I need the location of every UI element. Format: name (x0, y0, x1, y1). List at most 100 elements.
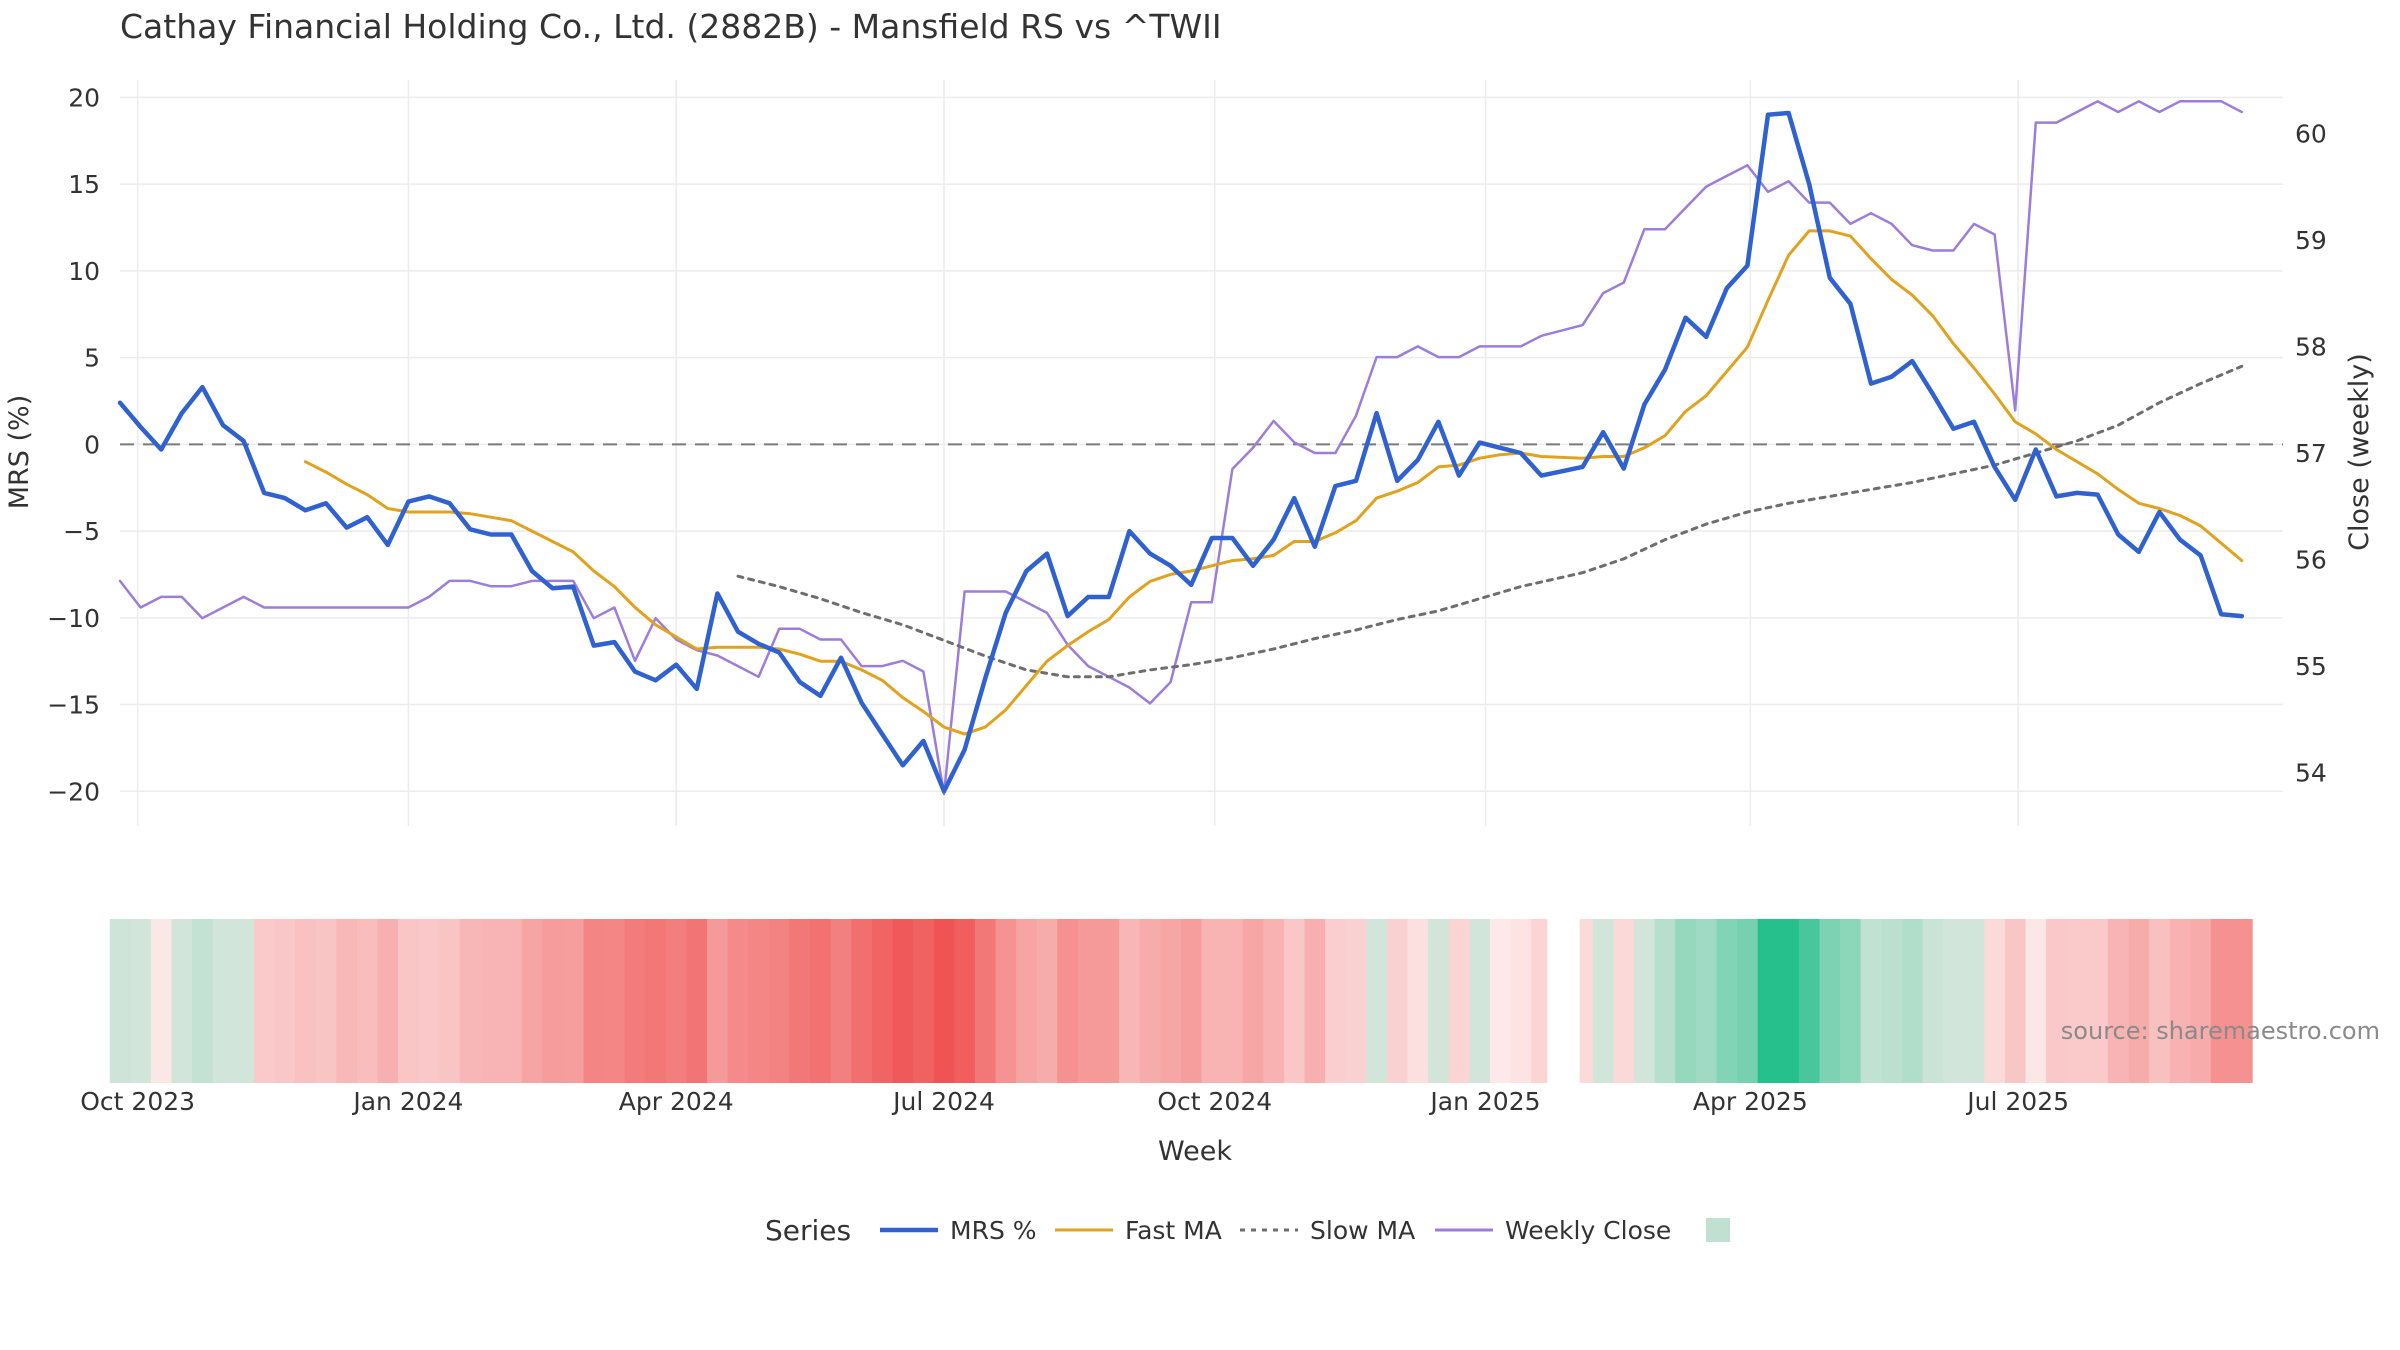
heatmap-cell (1860, 919, 1882, 1083)
heatmap-cell (1757, 919, 1779, 1083)
heatmap-cell (1695, 919, 1718, 1083)
y-tick-label-right: 55 (2295, 652, 2327, 681)
heatmap-cell (1901, 919, 1924, 1083)
heatmap-cell (1304, 919, 1326, 1083)
heatmap-cell (1943, 919, 1965, 1083)
heatmap-cell (645, 919, 667, 1083)
y-tick-label-right: 59 (2295, 226, 2327, 255)
axis-layer: 20 15 10 5 0 −5 −10 −15 −20 60 59 58 57 56 55 54 Oct 202… (47, 83, 2327, 1116)
y-tick-label-left: −5 (63, 517, 100, 546)
heatmap-cell (954, 919, 976, 1083)
chart-title: Cathay Financial Holding Co., Ltd. (2882… (120, 7, 1222, 46)
heatmap-cell (356, 919, 379, 1083)
x-tick-label: Jul 2024 (891, 1087, 995, 1116)
heatmap-cell (871, 919, 894, 1083)
heatmap-cell (913, 919, 935, 1083)
x-tick-label: Apr 2024 (619, 1087, 734, 1116)
heatmap-cell (707, 919, 729, 1083)
heatmap-cell (459, 919, 482, 1083)
heatmap-cell (1366, 919, 1388, 1083)
heatmap-cell (336, 919, 358, 1083)
heatmap-cell (1963, 919, 1985, 1083)
heatmap-cell (974, 919, 997, 1083)
legend-label: MRS % (950, 1216, 1037, 1245)
heatmap-cell (1984, 919, 2006, 1083)
heatmap-cell (583, 919, 605, 1083)
heatmap-cell (1448, 919, 1470, 1083)
heatmap-strip (109, 917, 2253, 1085)
heatmap-cell (604, 919, 626, 1083)
heatmap-cell (1242, 919, 1264, 1083)
y-tick-label-right: 56 (2295, 546, 2327, 575)
heatmap-cell (1531, 919, 1553, 1083)
legend-title: Series (765, 1214, 851, 1247)
legend-label: Fast MA (1125, 1216, 1222, 1245)
series-layer (117, 100, 2245, 796)
series-line-weekly-close (118, 100, 2244, 796)
heatmap-cell (192, 919, 214, 1083)
heatmap-cell (933, 919, 955, 1083)
heatmap-cell (1057, 919, 1079, 1083)
heatmap-cell (2128, 919, 2150, 1083)
legend: Series MRS % Fast MA Slow MA Weekly Close (765, 1214, 1730, 1247)
heatmap-cell (748, 919, 770, 1083)
series-line-fast-ma (303, 229, 2244, 736)
heatmap-cell (1798, 919, 1821, 1083)
heatmap-cell (2087, 919, 2109, 1083)
y-tick-label-left: −20 (47, 777, 100, 806)
heatmap-cell (2066, 919, 2088, 1083)
series-line-slow-ma (736, 364, 2244, 679)
heatmap-cell (665, 919, 688, 1083)
heatmap-cell (624, 919, 646, 1083)
heatmap-cell (1180, 919, 1203, 1083)
heatmap-cell (562, 919, 585, 1083)
heatmap-cell (1222, 919, 1244, 1083)
heatmap-cell (130, 919, 152, 1083)
heatmap-cell (521, 919, 543, 1083)
heatmap-cell (810, 919, 832, 1083)
heatmap-cell (233, 919, 255, 1083)
heatmap-cell (1737, 919, 1759, 1083)
heatmap-cell (1036, 919, 1058, 1083)
heatmap-cell (253, 919, 276, 1083)
x-tick-label: Jan 2025 (1428, 1087, 1540, 1116)
heatmap-cell (1386, 919, 1409, 1083)
x-axis-title: Week (1158, 1136, 1232, 1167)
legend-label: Slow MA (1310, 1216, 1415, 1245)
heatmap-cell (1201, 919, 1223, 1083)
y-tick-label-left: −15 (47, 691, 100, 720)
grid-layer (120, 80, 2283, 826)
y-tick-label-right: 57 (2295, 439, 2327, 468)
heatmap-cell (315, 919, 337, 1083)
heatmap-cell (542, 919, 564, 1083)
y-axis-right-title: Close (weekly) (2344, 353, 2375, 551)
heatmap-cell (1592, 919, 1615, 1083)
y-tick-label-left: 15 (68, 170, 100, 199)
x-tick-label: Jul 2025 (1965, 1087, 2069, 1116)
heatmap-cell (501, 919, 523, 1083)
heatmap-cell (727, 919, 749, 1083)
heatmap-cell (2231, 919, 2253, 1083)
legend-heatmap-swatch (1706, 1218, 1730, 1242)
y-tick-label-right: 54 (2295, 759, 2327, 788)
heatmap-cell (398, 919, 420, 1083)
heatmap-cell (1634, 919, 1656, 1083)
heatmap-cell (1819, 919, 1841, 1083)
heatmap-cell (171, 919, 193, 1083)
source-annotation: source: sharemaestro.com (2061, 1017, 2380, 1045)
legend-label: Weekly Close (1505, 1216, 1671, 1245)
heatmap-cell (2210, 919, 2233, 1083)
heatmap-cell (1613, 919, 1635, 1083)
y-tick-label-right: 60 (2295, 119, 2327, 148)
heatmap-cell (851, 919, 873, 1083)
x-tick-label: Oct 2024 (1157, 1087, 1272, 1116)
heatmap-cell (109, 919, 131, 1083)
heatmap-cell (1325, 919, 1347, 1083)
heatmap-gap (1547, 917, 1580, 1085)
x-tick-label: Oct 2023 (80, 1087, 195, 1116)
heatmap-cell (995, 919, 1017, 1083)
heatmap-cell (830, 919, 852, 1083)
heatmap-cell (1469, 919, 1491, 1083)
heatmap-cell (2149, 919, 2171, 1083)
heatmap-cell (1283, 919, 1306, 1083)
